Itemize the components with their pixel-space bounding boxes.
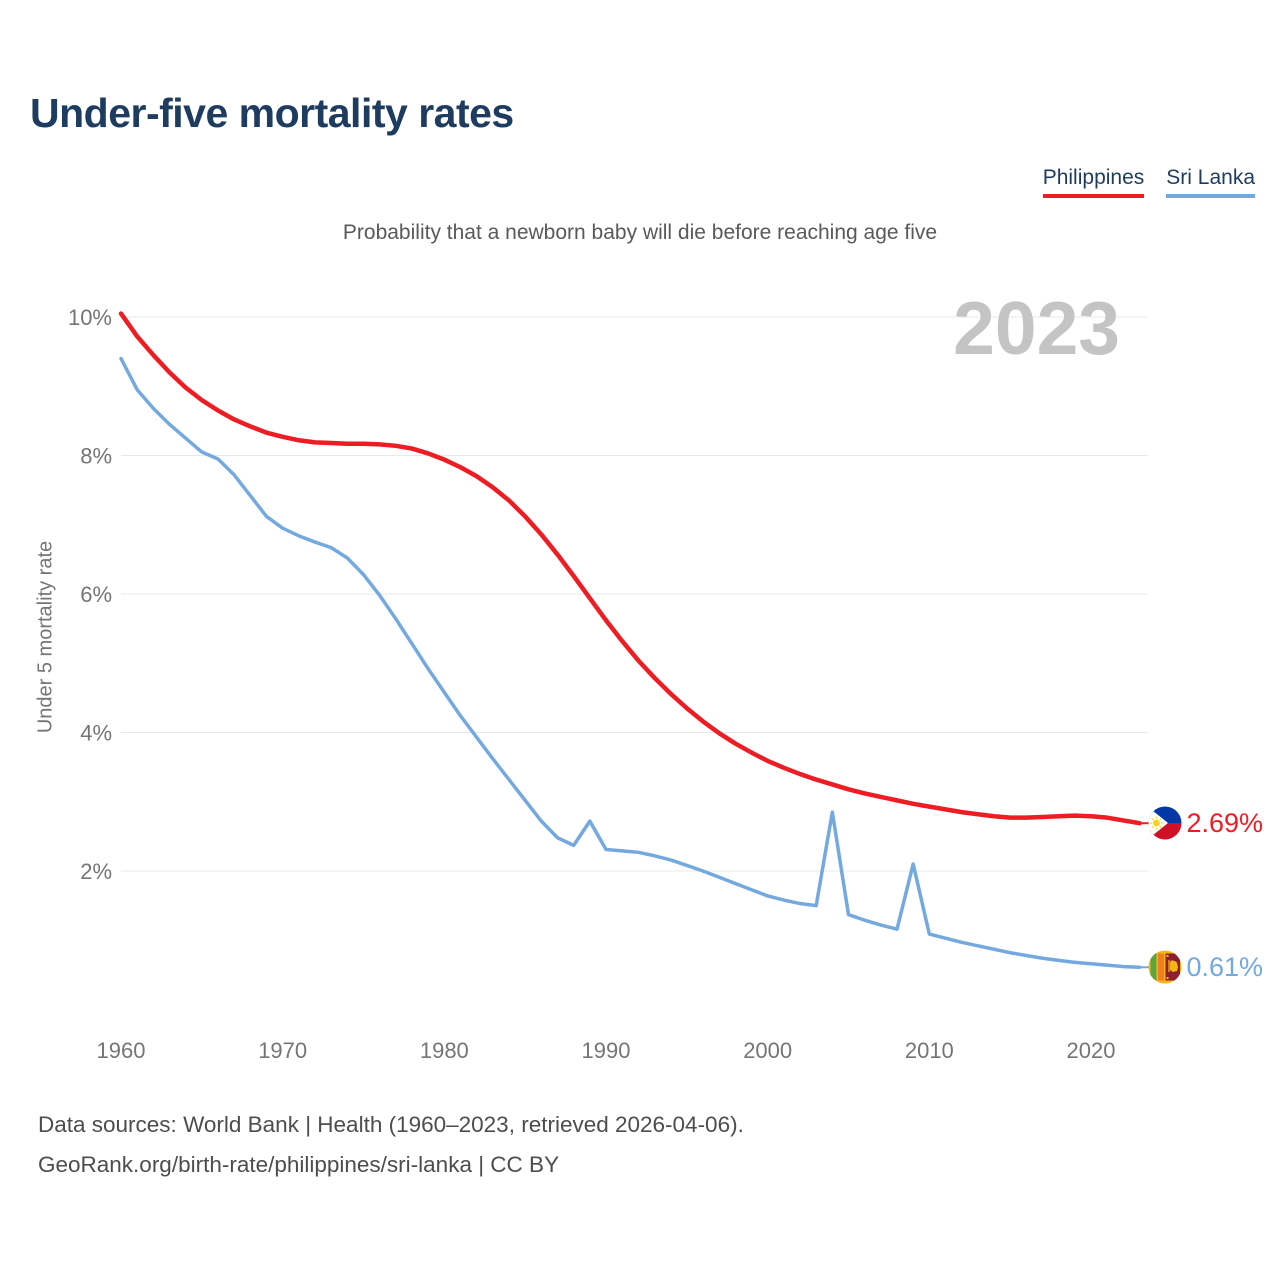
svg-text:10%: 10% (68, 305, 112, 330)
philippines-end-marker: 2.69% (1148, 806, 1264, 840)
svg-text:2020: 2020 (1067, 1038, 1116, 1063)
footer-sources: Data sources: World Bank | Health (1960–… (38, 1112, 744, 1137)
philippines-flag-icon (1148, 806, 1181, 840)
legend-label-sri-lanka: Sri Lanka (1166, 166, 1255, 189)
footer: Data sources: World Bank | Health (1960–… (38, 1105, 744, 1185)
svg-text:8%: 8% (80, 444, 112, 469)
chart-canvas: 10% 8% 6% 4% 2% 1960 1970 1980 1990 2000 2010 2020 (68, 305, 1150, 1063)
svg-text:2000: 2000 (743, 1038, 792, 1063)
y-axis-title: Under 5 mortality rate (34, 540, 57, 734)
svg-text:4%: 4% (80, 721, 112, 746)
sri-lanka-end-marker: 0.61% (1148, 950, 1264, 984)
sri-lanka-flag-icon (1148, 950, 1181, 984)
svg-text:1990: 1990 (582, 1038, 631, 1063)
legend: Philippines Sri Lanka (1042, 166, 1255, 198)
philippines-value-label: 2.69% (1186, 807, 1264, 838)
svg-text:1980: 1980 (420, 1038, 469, 1063)
svg-text:6%: 6% (80, 582, 112, 607)
legend-label-philippines: Philippines (1042, 166, 1145, 189)
chart-subtitle: Probability that a newborn baby will die… (342, 221, 938, 244)
svg-text:1960: 1960 (97, 1038, 146, 1063)
sri-lanka-value-label: 0.61% (1186, 951, 1264, 982)
footer-attribution: GeoRank.org/birth-rate/philippines/sri-l… (38, 1152, 560, 1178)
year-watermark: 2023 (953, 286, 1120, 370)
page-title: Under-five mortality rates (30, 90, 514, 136)
legend-item-sri-lanka[interactable]: Sri Lanka (1166, 166, 1255, 198)
svg-text:2010: 2010 (905, 1038, 954, 1063)
svg-text:2%: 2% (80, 859, 112, 884)
legend-item-philippines[interactable]: Philippines (1042, 166, 1145, 198)
svg-text:1970: 1970 (258, 1038, 307, 1063)
